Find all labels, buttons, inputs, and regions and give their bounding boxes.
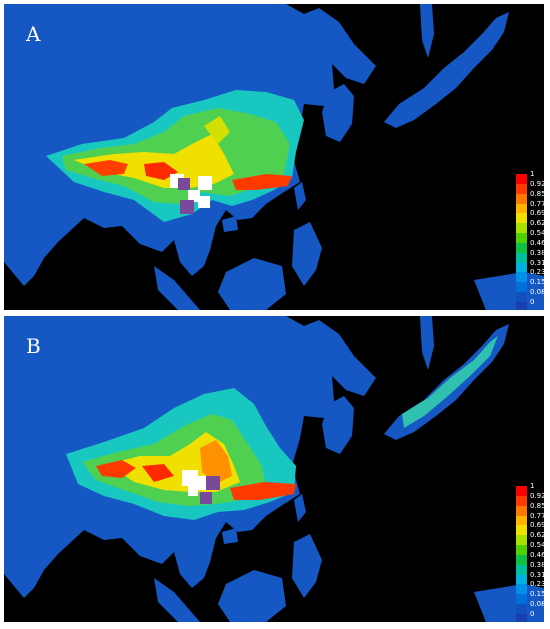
legend-tick-label: 0.85	[530, 501, 544, 510]
legend-color-step	[516, 584, 527, 595]
panel-label: B	[26, 334, 41, 358]
suitability-red-west	[84, 160, 128, 176]
land-sumatra	[154, 266, 200, 310]
legend-tick-label: 0.69	[530, 521, 544, 530]
land-korea	[322, 396, 354, 454]
land-borneo	[218, 258, 286, 310]
legend-color-step	[516, 301, 527, 310]
occurrence-point	[198, 196, 210, 208]
legend-color-step	[516, 242, 527, 253]
suitability-red-east	[232, 174, 292, 190]
land-hainan	[222, 528, 238, 544]
legend-color-step	[516, 174, 527, 184]
legend-color-bar	[516, 174, 527, 310]
land-hainan	[222, 216, 238, 232]
suitability-red-central	[144, 162, 178, 180]
legend-color-step	[516, 203, 527, 214]
legend-color-step	[516, 613, 527, 622]
legend-color-step	[516, 515, 527, 526]
legend-color-step	[516, 535, 527, 546]
legend-tick-label: 0.77	[530, 511, 544, 520]
legend-tick-label: 0.23	[530, 580, 544, 589]
legend-color-step	[516, 604, 527, 614]
legend-color-step	[516, 545, 527, 555]
legend-tick-label: 1	[530, 482, 535, 490]
occurrence-point	[178, 178, 190, 190]
legend-color-step	[516, 495, 527, 506]
legend-tick-label: 0.31	[530, 570, 544, 579]
suitability-red-west	[96, 460, 136, 478]
legend-tick-label: 0.92	[530, 491, 544, 500]
legend-color-step	[516, 505, 527, 516]
legend-color-step	[516, 223, 527, 234]
legend-tick-label: 0.69	[530, 209, 544, 218]
legend-color-step	[516, 564, 527, 575]
map-panel-b: B 1 0.92 0.85 0.77 0.69 0.62 0.54 0.46 0.38 0.31 0…	[4, 316, 544, 622]
suitability-yellow-north	[204, 116, 230, 144]
legend-tick-label: 0.31	[530, 258, 544, 267]
legend-tick-label: 0.85	[530, 189, 544, 198]
occurrence-point	[188, 190, 200, 202]
legend-ticks: 1 0.92 0.85 0.77 0.69 0.62 0.54 0.46 0.38 0.31 0.2…	[530, 170, 544, 308]
legend-color-step	[516, 183, 527, 194]
legend-tick-label: 1	[530, 170, 535, 178]
legend-tick-label: 0.38	[530, 560, 544, 569]
land-japan	[384, 12, 509, 128]
land-sakhalin	[420, 316, 434, 370]
legend-color-step	[516, 525, 527, 536]
legend-color-step	[516, 594, 527, 605]
land-taiwan	[294, 182, 306, 210]
legend-tick-label: 0	[530, 297, 535, 306]
legend-tick-label: 0.92	[530, 179, 544, 188]
legend-tick-label: 0.15	[530, 278, 544, 287]
legend-tick-label: 0.62	[530, 531, 544, 540]
occurrence-point	[188, 486, 198, 496]
legend-color-step	[516, 486, 527, 496]
legend-color-step	[516, 252, 527, 263]
legend-color-step	[516, 193, 527, 204]
legend-tick-label: 0.46	[530, 238, 544, 247]
suitability-orange-zone	[200, 440, 232, 484]
occurrence-point	[180, 200, 194, 214]
land-korea	[322, 84, 354, 142]
land-taiwan	[294, 494, 306, 522]
legend-color-step	[516, 272, 527, 283]
legend-color-step	[516, 554, 527, 565]
legend-tick-label: 0.23	[530, 268, 544, 277]
legend-tick-label: 0.77	[530, 199, 544, 208]
suitability-red-east	[230, 482, 296, 500]
legend-tick-label: 0.62	[530, 219, 544, 228]
legend-color-step	[516, 282, 527, 293]
legend-tick-label: 0.46	[530, 550, 544, 559]
occurrence-point	[206, 476, 220, 490]
legend-color-step	[516, 262, 527, 273]
land-sakhalin	[420, 4, 434, 58]
occurrence-point	[198, 176, 212, 190]
land-philippines	[292, 534, 322, 598]
suitability-map-a	[4, 4, 544, 310]
japan-coast-highlight	[402, 336, 498, 428]
legend-ticks: 1 0.92 0.85 0.77 0.69 0.62 0.54 0.46 0.38 0.31 0.2…	[530, 482, 544, 620]
panel-label: A	[26, 22, 41, 46]
legend-color-step	[516, 292, 527, 302]
legend-color-step	[516, 574, 527, 585]
legend-tick-label: 0.54	[530, 229, 544, 238]
suitability-yellow-zone	[74, 134, 234, 188]
legend-color-step	[516, 213, 527, 224]
legend-tick-label: 0.54	[530, 541, 544, 550]
legend-color-step	[516, 233, 527, 243]
legend-tick-label: 0.08	[530, 600, 544, 609]
map-panel-a: A 1 0.92 0.85 0.77 0.69 0.62 0.54 0.46 0.38 0.31 0…	[4, 4, 544, 310]
land-sumatra	[154, 578, 200, 622]
suitability-map-b	[4, 316, 544, 622]
legend-tick-label: 0.38	[530, 248, 544, 257]
legend-tick-label: 0	[530, 609, 535, 618]
suitability-red-central	[142, 464, 174, 482]
land-borneo	[218, 570, 286, 622]
legend-tick-label: 0.15	[530, 590, 544, 599]
legend-tick-label: 0.08	[530, 288, 544, 297]
land-philippines	[292, 222, 322, 286]
legend-color-bar	[516, 486, 527, 622]
occurrence-point	[200, 492, 212, 504]
